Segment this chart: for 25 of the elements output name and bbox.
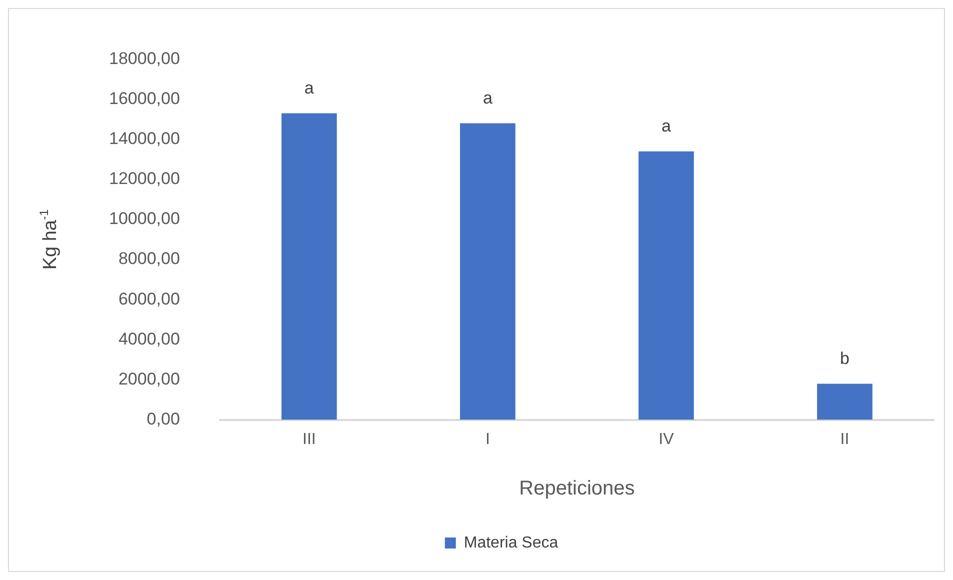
y-tick-label: 6000,00 <box>118 289 180 308</box>
y-tick-label: 16000,00 <box>109 88 180 108</box>
bar <box>281 113 337 420</box>
x-tick-label: III <box>302 430 316 448</box>
y-tick-label: 14000,00 <box>109 129 180 148</box>
y-tick-label: 2000,00 <box>118 369 180 388</box>
y-tick-label: 12000,00 <box>109 169 180 188</box>
y-tick-label: 10000,00 <box>109 209 180 228</box>
annotation: a <box>304 78 314 98</box>
x-tick-label: IV <box>658 430 674 448</box>
bar <box>460 123 516 420</box>
y-tick-label: 18000,00 <box>109 48 180 68</box>
legend-label: Materia Seca <box>464 534 558 552</box>
annotation: b <box>840 348 850 368</box>
bar <box>638 151 694 420</box>
y-tick-label: 4000,00 <box>118 329 180 348</box>
annotation: a <box>482 88 493 108</box>
x-tick-label: I <box>485 430 490 448</box>
y-tick-label: 8000,00 <box>118 249 180 268</box>
bar <box>817 384 872 420</box>
x-axis-title: Repeticiones <box>519 478 635 500</box>
annotation: a <box>661 116 672 136</box>
y-tick-label: 0,00 <box>146 409 180 428</box>
x-tick-label: II <box>840 430 850 448</box>
y-axis-title: Kg ha-1 <box>37 209 61 270</box>
